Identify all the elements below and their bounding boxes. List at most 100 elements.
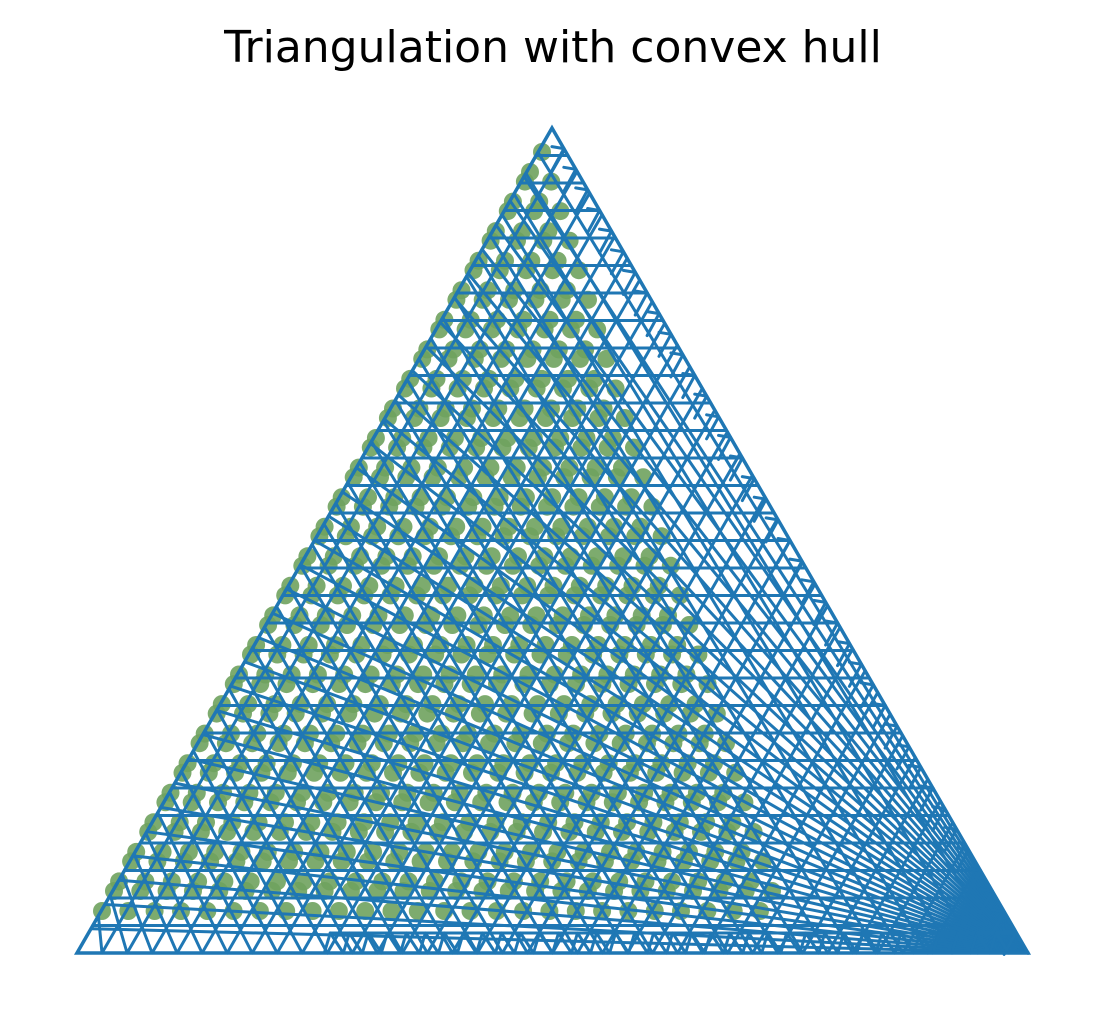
triangulation-edge xyxy=(804,931,821,955)
triangulation-edge xyxy=(747,931,764,955)
triangulation-edge xyxy=(322,931,332,955)
triangulation-edge xyxy=(785,931,802,955)
lattice-point xyxy=(551,429,570,447)
figure-title: Triangulation with convex hull xyxy=(224,22,882,73)
triangulation-edge xyxy=(370,440,680,955)
triangulation-edge xyxy=(671,931,688,955)
lattice-point xyxy=(579,290,597,309)
triangulation-edge xyxy=(385,931,402,955)
triangulation-edge xyxy=(836,931,846,955)
lattice-point xyxy=(649,576,668,595)
lattice-point xyxy=(373,872,392,891)
lattice-point xyxy=(661,556,680,575)
triangulation-edge xyxy=(368,441,1030,955)
triangulation-edge xyxy=(180,770,279,955)
triangulation-edge xyxy=(550,147,566,173)
triangulation-edge xyxy=(931,931,941,955)
triangulation-edge xyxy=(824,621,840,647)
triangulation-edge xyxy=(103,903,1030,955)
triangulation-edge xyxy=(299,563,1030,955)
triangulation-edge xyxy=(328,931,345,955)
lattice-point xyxy=(518,576,537,595)
lattice-point xyxy=(501,606,520,625)
triangulation-edge xyxy=(665,931,675,955)
triangulation-edge xyxy=(740,477,756,503)
lattice-point xyxy=(499,517,518,536)
triangulation-edge xyxy=(779,931,789,955)
triangulation-edge xyxy=(466,272,1030,955)
lattice-point xyxy=(407,813,426,832)
triangulation-edge xyxy=(405,378,755,955)
lattice-point xyxy=(560,458,579,477)
triangulation-edge xyxy=(360,931,370,955)
triangulation-edge xyxy=(703,931,713,955)
triangulation-edge xyxy=(722,931,732,955)
triangulation-edge xyxy=(538,931,554,955)
triangulation-edge xyxy=(201,733,1030,955)
triangulation-edge xyxy=(627,931,637,955)
triangulation-edge xyxy=(907,765,923,791)
lattice-point xyxy=(356,902,375,920)
triangulation-edge xyxy=(956,931,973,955)
triangulation-edge xyxy=(760,931,770,955)
triangulation-edge xyxy=(570,931,579,955)
triangulation-edge xyxy=(752,497,768,523)
triangulation-edge xyxy=(474,931,484,955)
triangulation-edge xyxy=(633,931,650,955)
triangulation-edge xyxy=(438,320,1030,955)
triangulation-edge xyxy=(144,831,204,955)
triangulation-edge xyxy=(912,931,922,955)
triangulation-edge xyxy=(978,889,994,915)
triangulation-edge xyxy=(895,745,911,771)
triangulation-edge xyxy=(341,931,351,955)
triangulation-edge xyxy=(442,931,459,955)
triangulation-edge xyxy=(557,931,573,955)
triangulation-edge xyxy=(684,931,694,955)
triangulation-edge xyxy=(874,931,884,955)
triangulation-edge xyxy=(346,481,630,955)
triangulation-edge xyxy=(513,931,522,955)
triangulation-edge xyxy=(994,931,1011,955)
triangulation-edge xyxy=(859,683,875,709)
triangulation-edge xyxy=(937,931,954,955)
triangulation-edge xyxy=(120,873,154,955)
triangulation-edge xyxy=(645,312,661,338)
triangulation-edge xyxy=(187,757,1030,955)
triangulation-edge xyxy=(646,931,656,955)
triangulation-edge xyxy=(494,223,1030,955)
lattice-point xyxy=(473,517,492,536)
triangulation-edge xyxy=(310,543,554,955)
triangulation-edge xyxy=(508,199,1030,955)
triangulation-edge xyxy=(441,316,830,955)
triangulation-edge xyxy=(861,931,878,955)
triangulation-edge xyxy=(836,642,851,668)
triangulation-edge xyxy=(499,931,516,955)
lattice-point xyxy=(534,458,552,477)
triangulation-edge xyxy=(880,931,897,955)
triangulation-edge xyxy=(117,878,1030,955)
triangulation-edge xyxy=(285,587,1030,955)
triangulation-edge xyxy=(576,931,592,955)
lattice-point xyxy=(206,842,225,861)
triangulation-edge xyxy=(340,490,1030,955)
triangulation-edge xyxy=(215,708,354,955)
triangulation-edge xyxy=(657,332,673,358)
triangulation-edge xyxy=(436,931,446,955)
triangulation-edge xyxy=(847,662,863,688)
triangulation-edge xyxy=(562,167,578,193)
triangulation-edge xyxy=(681,374,697,399)
triangulation-edge xyxy=(931,807,947,833)
triangulation-edge xyxy=(243,660,1030,955)
triangulation-edge xyxy=(693,394,709,420)
triangulation-edge xyxy=(950,931,960,955)
triangulation-edge xyxy=(871,704,887,729)
triangulation-edge xyxy=(690,931,707,955)
triangulation-edge xyxy=(621,270,637,296)
triangulation-edge xyxy=(271,611,1030,955)
lattice-point xyxy=(613,458,631,477)
lattice-point xyxy=(439,576,458,595)
lattice-point xyxy=(526,517,545,536)
lattice-point xyxy=(419,429,438,447)
